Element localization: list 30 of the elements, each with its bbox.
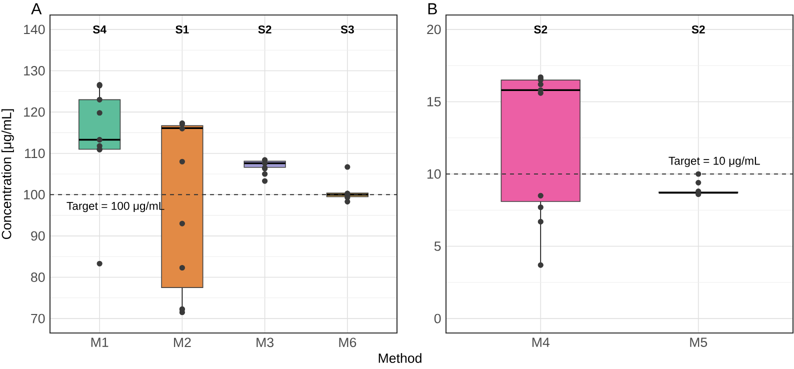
y-tick-label: 80	[31, 272, 45, 282]
x-tick-label: M1	[91, 338, 108, 347]
y-tick-label: 120	[24, 107, 45, 117]
annotation: S3	[340, 25, 354, 34]
y-axis-title: Concentration [μg/mL]	[1, 109, 14, 240]
x-tick-label: M5	[690, 338, 708, 348]
x-tick-label: M3	[256, 338, 274, 348]
x-tick-label: M4	[532, 338, 550, 347]
y-tick-label: 20	[427, 24, 441, 34]
x-tick-label: M2	[174, 338, 191, 348]
chart-title: B	[428, 3, 437, 14]
y-tick-label: 130	[24, 66, 45, 76]
y-tick-label: 15	[427, 97, 441, 106]
x-tick-label: M6	[339, 338, 356, 348]
y-tick-label: 140	[24, 24, 45, 34]
y-tick-label: 100	[24, 190, 45, 200]
y-tick-label: 70	[31, 314, 45, 324]
annotation: S4	[92, 25, 106, 34]
annotation: S1	[176, 25, 189, 34]
y-tick-label: 90	[31, 231, 45, 241]
annotation: Target = 10 μg/mL	[668, 156, 760, 168]
annotation: S2	[692, 25, 705, 34]
annotation: S2	[258, 25, 272, 34]
y-tick-label: 10	[427, 169, 441, 179]
y-tick-label: 5	[434, 242, 441, 251]
x-axis-title: Method	[378, 353, 422, 363]
chart-title: A	[31, 3, 42, 14]
y-tick-label: 0	[434, 314, 441, 324]
y-tick-label: 110	[25, 148, 45, 158]
annotation: S2	[534, 25, 548, 34]
